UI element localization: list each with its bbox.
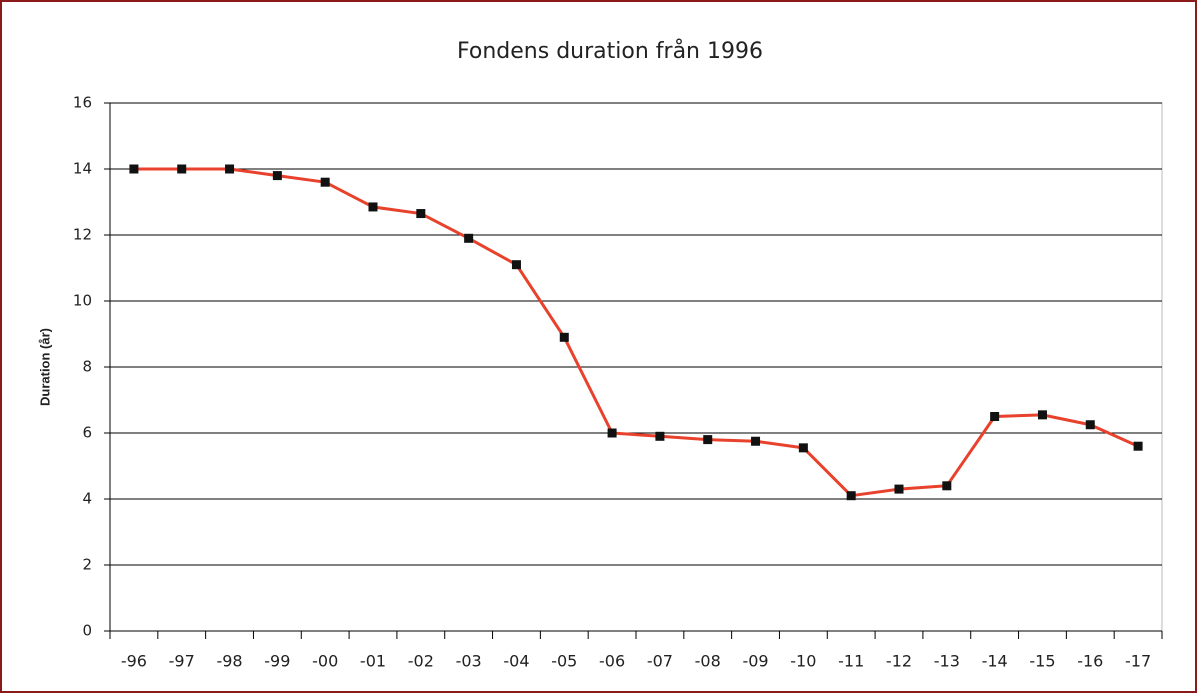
y-tick-label: 4 [82, 490, 92, 508]
marker [559, 332, 569, 342]
marker [942, 481, 952, 491]
x-tick-label: -13 [934, 652, 960, 671]
y-tick-label: 10 [73, 292, 92, 310]
x-tick-label: -10 [790, 652, 816, 671]
marker [177, 164, 187, 174]
x-tick-label: -00 [312, 652, 338, 671]
chart-title: Fondens duration från 1996 [457, 38, 763, 64]
marker [320, 177, 330, 187]
marker [272, 171, 282, 181]
line [133, 167, 1139, 498]
x-tick-label: -04 [503, 652, 529, 671]
y-axis-label: Duration (år) [37, 328, 52, 406]
marker [368, 202, 378, 212]
marker [846, 491, 856, 501]
x-tick-label: -03 [456, 652, 482, 671]
marker [751, 436, 761, 446]
x-tick-label: -99 [264, 652, 290, 671]
x-tick-label: -12 [886, 652, 912, 671]
y-tick-label: 6 [82, 424, 92, 442]
marker [1037, 410, 1047, 420]
marker [129, 164, 139, 174]
marker [225, 164, 235, 174]
marker [990, 412, 1000, 421]
x-tick-label: -02 [408, 652, 434, 671]
x-tick-label: -09 [742, 652, 768, 671]
x-tick-label: -08 [695, 652, 721, 671]
x-tick-label: -15 [1029, 652, 1055, 671]
x-tick-label: -97 [169, 652, 195, 671]
marker [1085, 420, 1095, 430]
y-tick-label: 14 [73, 160, 92, 178]
x-tick-label: -16 [1077, 652, 1103, 671]
x-tick-label: -06 [599, 652, 625, 671]
marker [511, 260, 521, 270]
marker [1133, 441, 1143, 451]
x-tick-label: -07 [647, 652, 673, 671]
marker [894, 484, 904, 494]
x-tick-label: -17 [1125, 652, 1151, 671]
y-tick-label: 16 [73, 94, 92, 112]
x-tick-label: -98 [216, 652, 242, 671]
y-tick-label: 0 [82, 622, 92, 640]
x-tick-label: -05 [551, 652, 577, 671]
x-tick-label: -01 [360, 652, 386, 671]
x-tick-label: -96 [121, 652, 147, 671]
x-tick-label: -11 [838, 652, 864, 671]
marker [703, 435, 713, 445]
y-tick-label: 12 [73, 226, 92, 244]
x-tick-label: -14 [982, 652, 1008, 671]
y-tick-label: 2 [82, 556, 92, 574]
marker [655, 431, 665, 441]
marker [798, 443, 808, 453]
y-tick-label: 8 [82, 358, 92, 376]
marker [607, 428, 617, 438]
marker [416, 209, 426, 219]
marker [464, 233, 474, 243]
